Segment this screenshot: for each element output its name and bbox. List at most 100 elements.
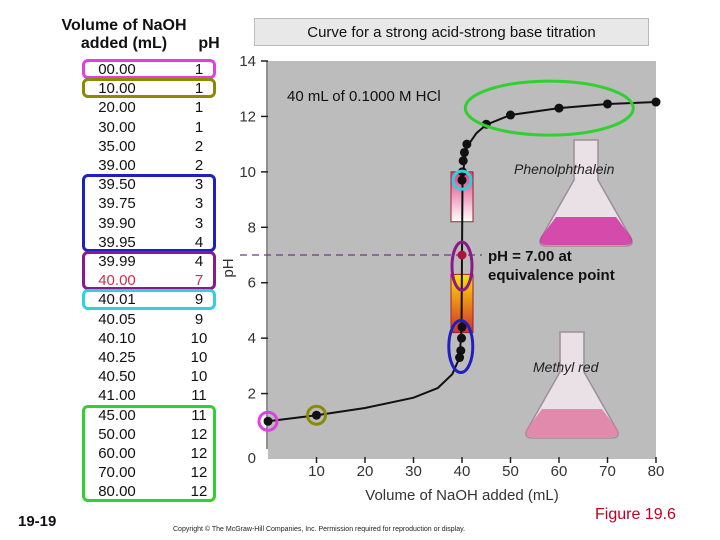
table-cell-ph: 12 xyxy=(190,425,208,443)
table-cell-volume: 20.00 xyxy=(98,99,136,117)
x-tick-label: 50 xyxy=(502,463,519,480)
methyl-red-flask-liquid xyxy=(525,409,619,437)
table-cell-volume: 40.10 xyxy=(98,329,136,347)
highlight-circle xyxy=(451,169,473,191)
table-cell-ph: 9 xyxy=(194,310,204,328)
y-tick-label: 2 xyxy=(248,386,256,403)
table-cell-volume: 39.00 xyxy=(98,157,136,174)
titration-curve xyxy=(267,101,657,423)
table-row: 39.75 3 xyxy=(80,194,220,213)
table-cell-volume: 50.00 xyxy=(98,425,136,443)
table-row: 35.00 2 xyxy=(80,137,220,156)
table-row: 41.00 11 xyxy=(80,386,220,405)
x-tick-label: 20 xyxy=(357,463,374,480)
data-point xyxy=(312,410,321,420)
table-cell-ph: 1 xyxy=(194,80,204,98)
table-row: 39.95 4 xyxy=(80,233,220,252)
figure-label: Figure 19.6 xyxy=(595,506,676,523)
table-cell-ph: 11 xyxy=(191,406,207,424)
y-tick-label: 6 xyxy=(248,275,256,292)
table-cell-volume: 60.00 xyxy=(98,445,136,462)
table-row: 40.00 7 xyxy=(80,271,220,290)
data-point xyxy=(506,110,515,120)
table-cell-volume: 39.50 xyxy=(98,176,136,194)
highlight-circle xyxy=(450,240,474,292)
table-cell-volume: 39.90 xyxy=(98,214,136,232)
data-point xyxy=(456,346,466,356)
x-tick-label: 80 xyxy=(648,463,665,480)
table-cell-ph: 10 xyxy=(190,349,208,366)
table-highlight-box xyxy=(82,78,216,99)
table-row: 39.50 3 xyxy=(80,175,220,194)
equivalence-label: equivalence point xyxy=(488,267,615,284)
table-row: 39.90 3 xyxy=(80,214,220,233)
y-tick-label: 0 xyxy=(248,450,256,467)
table-cell-ph: 3 xyxy=(194,214,204,232)
x-tick-label: 30 xyxy=(405,463,422,480)
table-row: 39.99 4 xyxy=(80,252,220,271)
table-cell-volume: 00.00 xyxy=(98,61,136,78)
y-tick-label: 4 xyxy=(248,330,256,347)
x-tick-label: 70 xyxy=(599,463,616,480)
table-row: 40.01 9 xyxy=(80,290,220,309)
table-cell-volume: 40.25 xyxy=(98,349,136,366)
table-cell-ph: 1 xyxy=(194,99,204,117)
table-cell-volume: 35.00 xyxy=(98,137,136,155)
y-tick-label: 10 xyxy=(239,164,256,181)
table-cell-ph: 3 xyxy=(194,195,204,213)
table-cell-volume: 70.00 xyxy=(98,464,136,482)
table-cell-ph: 3 xyxy=(194,176,204,194)
table-row: 10.00 1 xyxy=(80,79,220,98)
highlight-circle xyxy=(447,318,475,374)
table-highlight-box xyxy=(82,404,216,502)
highlight-circle xyxy=(306,404,327,426)
table-cell-ph: 4 xyxy=(194,253,204,270)
table-cell-ph: 12 xyxy=(190,483,208,501)
data-point xyxy=(651,97,661,107)
table-row: 39.00 2 xyxy=(80,156,220,175)
data-point xyxy=(603,99,612,109)
table-cell-volume: 10.00 xyxy=(98,80,136,98)
table-highlight-box xyxy=(82,59,216,80)
indicator-label: Phenolphthalein xyxy=(514,161,615,177)
table-highlight-box xyxy=(82,289,216,310)
table-cell-volume: 39.99 xyxy=(98,253,136,270)
chart-title: Curve for a strong acid-strong base titr… xyxy=(254,18,649,46)
table-cell-ph: 10 xyxy=(190,368,208,386)
table-cell-volume: 30.00 xyxy=(98,118,136,136)
table-cell-ph: 4 xyxy=(194,233,204,251)
table-row: 45.00 11 xyxy=(80,406,220,425)
table-cell-volume: 80.00 xyxy=(98,483,136,501)
y-tick-label: 8 xyxy=(248,219,256,236)
indicator-label: Methyl red xyxy=(533,359,600,375)
slide-number: 19-19 xyxy=(18,513,57,530)
table-row: 40.10 10 xyxy=(80,329,220,348)
data-point xyxy=(458,156,468,166)
y-axis-label: pH xyxy=(220,258,237,277)
table-cell-ph: 1 xyxy=(194,118,204,136)
table-cell-volume: 45.00 xyxy=(98,406,136,424)
table-cell-volume: 40.01 xyxy=(98,291,136,309)
table-cell-ph: 2 xyxy=(194,157,204,174)
data-point xyxy=(554,103,564,113)
y-tick-label: 12 xyxy=(239,108,256,125)
table-row: 80.00 12 xyxy=(80,482,220,501)
chart-subtitle: 40 mL of 0.1000 M HCl xyxy=(287,88,441,105)
table-cell-volume: 39.95 xyxy=(98,233,136,251)
table-cell-ph: 9 xyxy=(194,291,204,309)
data-point xyxy=(457,250,467,260)
table-row: 30.00 1 xyxy=(80,118,220,137)
data-point xyxy=(459,147,469,157)
table-row: 40.05 9 xyxy=(80,310,220,329)
table-cell-volume: 40.05 xyxy=(98,310,136,328)
data-point xyxy=(455,353,465,363)
table-row: 40.25 10 xyxy=(80,348,220,367)
data-point xyxy=(457,333,467,343)
data-point xyxy=(263,416,273,426)
data-point xyxy=(457,175,467,185)
table-cell-ph: 7 xyxy=(194,272,204,290)
table-header-volume: Volume of NaOH added (mL) xyxy=(54,17,194,53)
table-row: 20.00 1 xyxy=(80,98,220,117)
table-cell-ph: 11 xyxy=(191,387,207,405)
